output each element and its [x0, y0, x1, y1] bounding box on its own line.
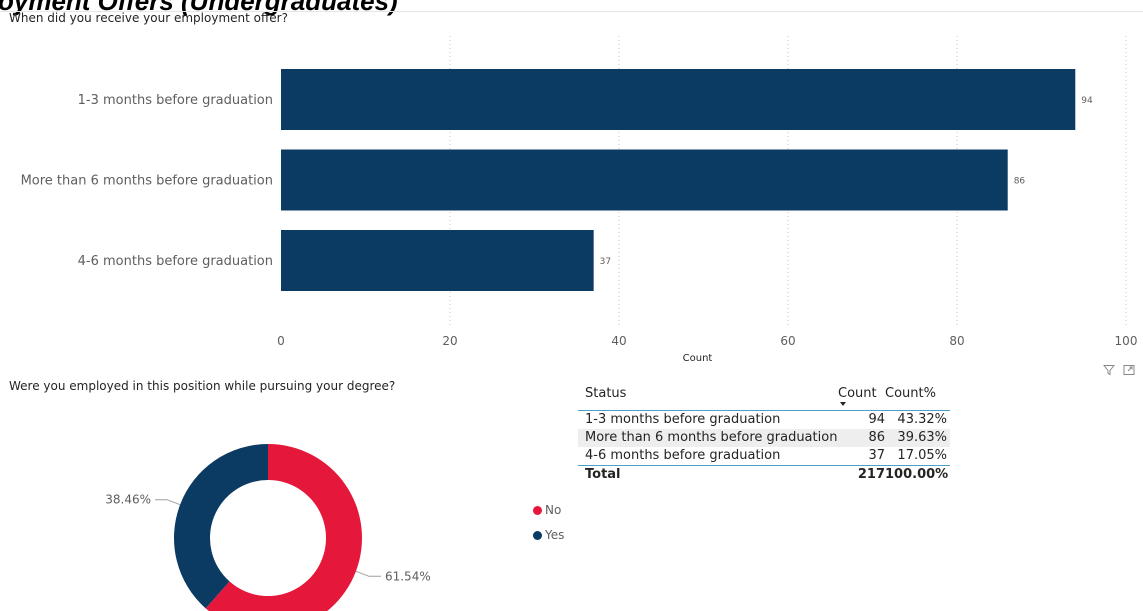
cell-count-pct: 43.32%	[897, 412, 947, 427]
x-tick-label: 40	[611, 334, 626, 348]
legend-marker-yes	[533, 530, 542, 540]
cell-status: More than 6 months before graduation	[585, 430, 838, 445]
y-category-label: More than 6 months before graduation	[21, 174, 273, 189]
donut-slice-no	[205, 444, 362, 611]
bar-chart-title: When did you receive your employment off…	[9, 11, 288, 25]
x-tick-label: 0	[277, 334, 285, 348]
donut-slice-yes	[174, 444, 268, 609]
donut-data-label: 61.54%	[385, 569, 431, 583]
sort-descending-icon	[840, 402, 846, 406]
cell-status: 4-6 months before graduation	[585, 448, 781, 463]
column-header-count-pct[interactable]: Count%	[885, 386, 936, 401]
bar	[281, 69, 1076, 130]
table-header-row: Status Count Count%	[578, 382, 950, 411]
donut-leader-line	[355, 570, 381, 577]
table-total-row: Total 217 100.00%	[578, 465, 950, 484]
x-tick-label: 60	[780, 334, 795, 348]
x-axis-title: Count	[683, 353, 713, 364]
legend-marker-no	[533, 505, 542, 515]
total-count-pct: 100.00%	[885, 467, 949, 482]
column-header-status[interactable]: Status	[585, 386, 627, 401]
page-title: oyment Offers (Undergraduates)	[0, 0, 398, 16]
bar-data-label: 86	[1014, 177, 1026, 187]
cell-count: 86	[868, 430, 885, 445]
donut-chart-title: Were you employed in this position while…	[9, 379, 396, 393]
focus-mode-icon[interactable]	[1123, 364, 1135, 376]
status-table: Status Count Count% 1-3 months before gr…	[578, 382, 950, 484]
legend-item-yes[interactable]: Yes	[533, 528, 564, 542]
x-tick-label: 100	[1115, 334, 1138, 348]
bar	[281, 230, 594, 291]
total-count: 217	[857, 467, 885, 482]
donut-leader-line	[155, 499, 181, 506]
bar-data-label: 94	[1081, 96, 1093, 106]
y-category-label: 4-6 months before graduation	[78, 254, 273, 269]
y-category-label: 1-3 months before graduation	[78, 93, 273, 108]
cell-status: 1-3 months before graduation	[585, 412, 781, 427]
column-header-count[interactable]: Count	[838, 386, 877, 401]
legend-label-yes: Yes	[545, 528, 565, 542]
table-row[interactable]: More than 6 months before graduation 86 …	[578, 429, 950, 447]
donut-data-label: 38.46%	[105, 493, 151, 507]
cell-count: 37	[868, 448, 885, 463]
cell-count: 94	[868, 412, 885, 427]
table-row[interactable]: 1-3 months before graduation 94 43.32%	[578, 411, 950, 429]
bar-data-label: 37	[600, 257, 611, 267]
donut-chart: 61.54% 38.46%	[105, 444, 431, 611]
bar	[281, 149, 1008, 211]
x-tick-label: 80	[949, 334, 964, 348]
cell-count-pct: 17.05%	[897, 448, 947, 463]
filter-icon[interactable]	[1103, 364, 1115, 376]
cell-count-pct: 39.63%	[897, 430, 947, 445]
x-tick-label: 20	[442, 334, 457, 348]
title-divider	[0, 11, 1143, 12]
legend-label-no: No	[545, 503, 562, 517]
legend-item-no[interactable]: No	[533, 503, 561, 517]
bar-chart: 0 20 40 60 80 100 Count 1-3 months before gradu…	[21, 36, 1138, 364]
total-label: Total	[585, 467, 621, 482]
table-row[interactable]: 4-6 months before graduation 37 17.05%	[578, 447, 950, 465]
